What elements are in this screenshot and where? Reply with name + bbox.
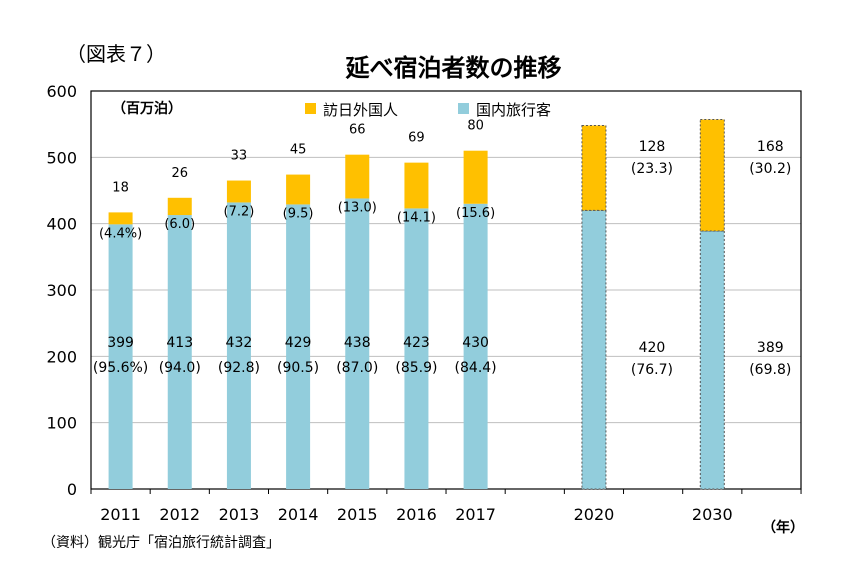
domestic-value-label: 423 <box>403 335 430 351</box>
bar-domestic <box>463 203 488 489</box>
bar-foreign <box>345 154 370 199</box>
foreign-value-label: 80 <box>467 119 484 134</box>
domestic-share-label: (76.7) <box>631 362 673 378</box>
domestic-value-label: 432 <box>226 335 253 351</box>
foreign-share-label: (15.6) <box>456 206 495 221</box>
bar-foreign <box>404 162 429 209</box>
legend-label: 訪日外国人 <box>323 101 398 119</box>
foreign-share-label: (13.0) <box>338 200 377 215</box>
foreign-share-label: (14.1) <box>397 210 436 225</box>
foreign-share-label: (23.3) <box>631 161 673 177</box>
bar-domestic <box>108 224 133 489</box>
domestic-value-label: 438 <box>344 335 371 351</box>
y-tick-label: 500 <box>46 148 77 167</box>
source-note: （資料）観光庁「宿泊旅行統計調査」 <box>42 535 280 551</box>
foreign-value-label: 168 <box>757 139 784 155</box>
bar-foreign <box>699 119 725 232</box>
x-tick-label: 2030 <box>692 505 733 524</box>
foreign-value-label: 66 <box>349 123 366 138</box>
foreign-value-label: 45 <box>290 143 307 158</box>
bar-foreign <box>581 124 607 211</box>
foreign-value-label: 128 <box>639 139 666 155</box>
domestic-value-label: 420 <box>639 340 666 356</box>
domestic-share-label: (95.6%) <box>93 360 148 376</box>
x-tick-label: 2014 <box>278 505 319 524</box>
bar-domestic <box>345 198 370 489</box>
x-tick-label: 2013 <box>219 505 260 524</box>
domestic-value-label: 389 <box>757 340 784 356</box>
x-tick-label: 2012 <box>159 505 200 524</box>
x-tick-label: 2017 <box>455 505 496 524</box>
y-unit-label: （百万泊） <box>112 100 182 117</box>
foreign-value-label: 69 <box>408 131 425 146</box>
y-tick-label: 300 <box>46 281 77 300</box>
domestic-value-label: 399 <box>107 335 134 351</box>
domestic-share-label: (84.4) <box>455 360 497 376</box>
foreign-value-label: 33 <box>231 149 248 164</box>
bar-foreign <box>167 197 192 216</box>
bar-domestic <box>699 230 725 490</box>
domestic-value-label: 413 <box>166 335 193 351</box>
foreign-share-label: (30.2) <box>749 161 791 177</box>
y-tick-label: 600 <box>46 82 77 101</box>
legend-swatch <box>458 103 469 114</box>
x-tick-label: 2015 <box>337 505 378 524</box>
bar-foreign <box>226 180 251 203</box>
figure-label: （図表７） <box>66 42 166 66</box>
bar-foreign <box>286 174 311 205</box>
foreign-share-label: (7.2) <box>224 204 255 219</box>
domestic-share-label: (87.0) <box>336 360 378 376</box>
domestic-share-label: (69.8) <box>749 362 791 378</box>
foreign-value-label: 18 <box>112 180 129 195</box>
chart-title: 延べ宿泊者数の推移 <box>345 54 562 82</box>
domestic-share-label: (92.8) <box>218 360 260 376</box>
domestic-value-label: 429 <box>285 335 312 351</box>
y-tick-label: 100 <box>46 414 77 433</box>
foreign-share-label: (9.5) <box>283 206 314 221</box>
foreign-share-label: (6.0) <box>164 217 195 232</box>
bar-domestic <box>581 209 607 490</box>
y-tick-label: 0 <box>67 480 77 499</box>
foreign-value-label: 26 <box>171 166 188 181</box>
bar-domestic <box>286 204 311 489</box>
foreign-share-label: (4.4%) <box>99 226 142 241</box>
bar-domestic <box>167 215 192 489</box>
legend-swatch <box>305 103 316 114</box>
x-unit-label: （年） <box>762 519 804 536</box>
legend-label: 国内旅行客 <box>476 101 551 119</box>
y-tick-label: 200 <box>46 347 77 366</box>
bar-foreign <box>463 150 488 204</box>
x-tick-label: 2016 <box>396 505 437 524</box>
domestic-share-label: (85.9) <box>395 360 437 376</box>
domestic-value-label: 430 <box>462 335 489 351</box>
y-tick-label: 400 <box>46 215 77 234</box>
bar-domestic <box>226 202 251 489</box>
x-tick-label: 2020 <box>574 505 615 524</box>
domestic-share-label: (94.0) <box>159 360 201 376</box>
domestic-share-label: (90.5) <box>277 360 319 376</box>
bar-domestic <box>404 208 429 489</box>
bar-foreign <box>108 212 133 225</box>
x-tick-label: 2011 <box>100 505 141 524</box>
